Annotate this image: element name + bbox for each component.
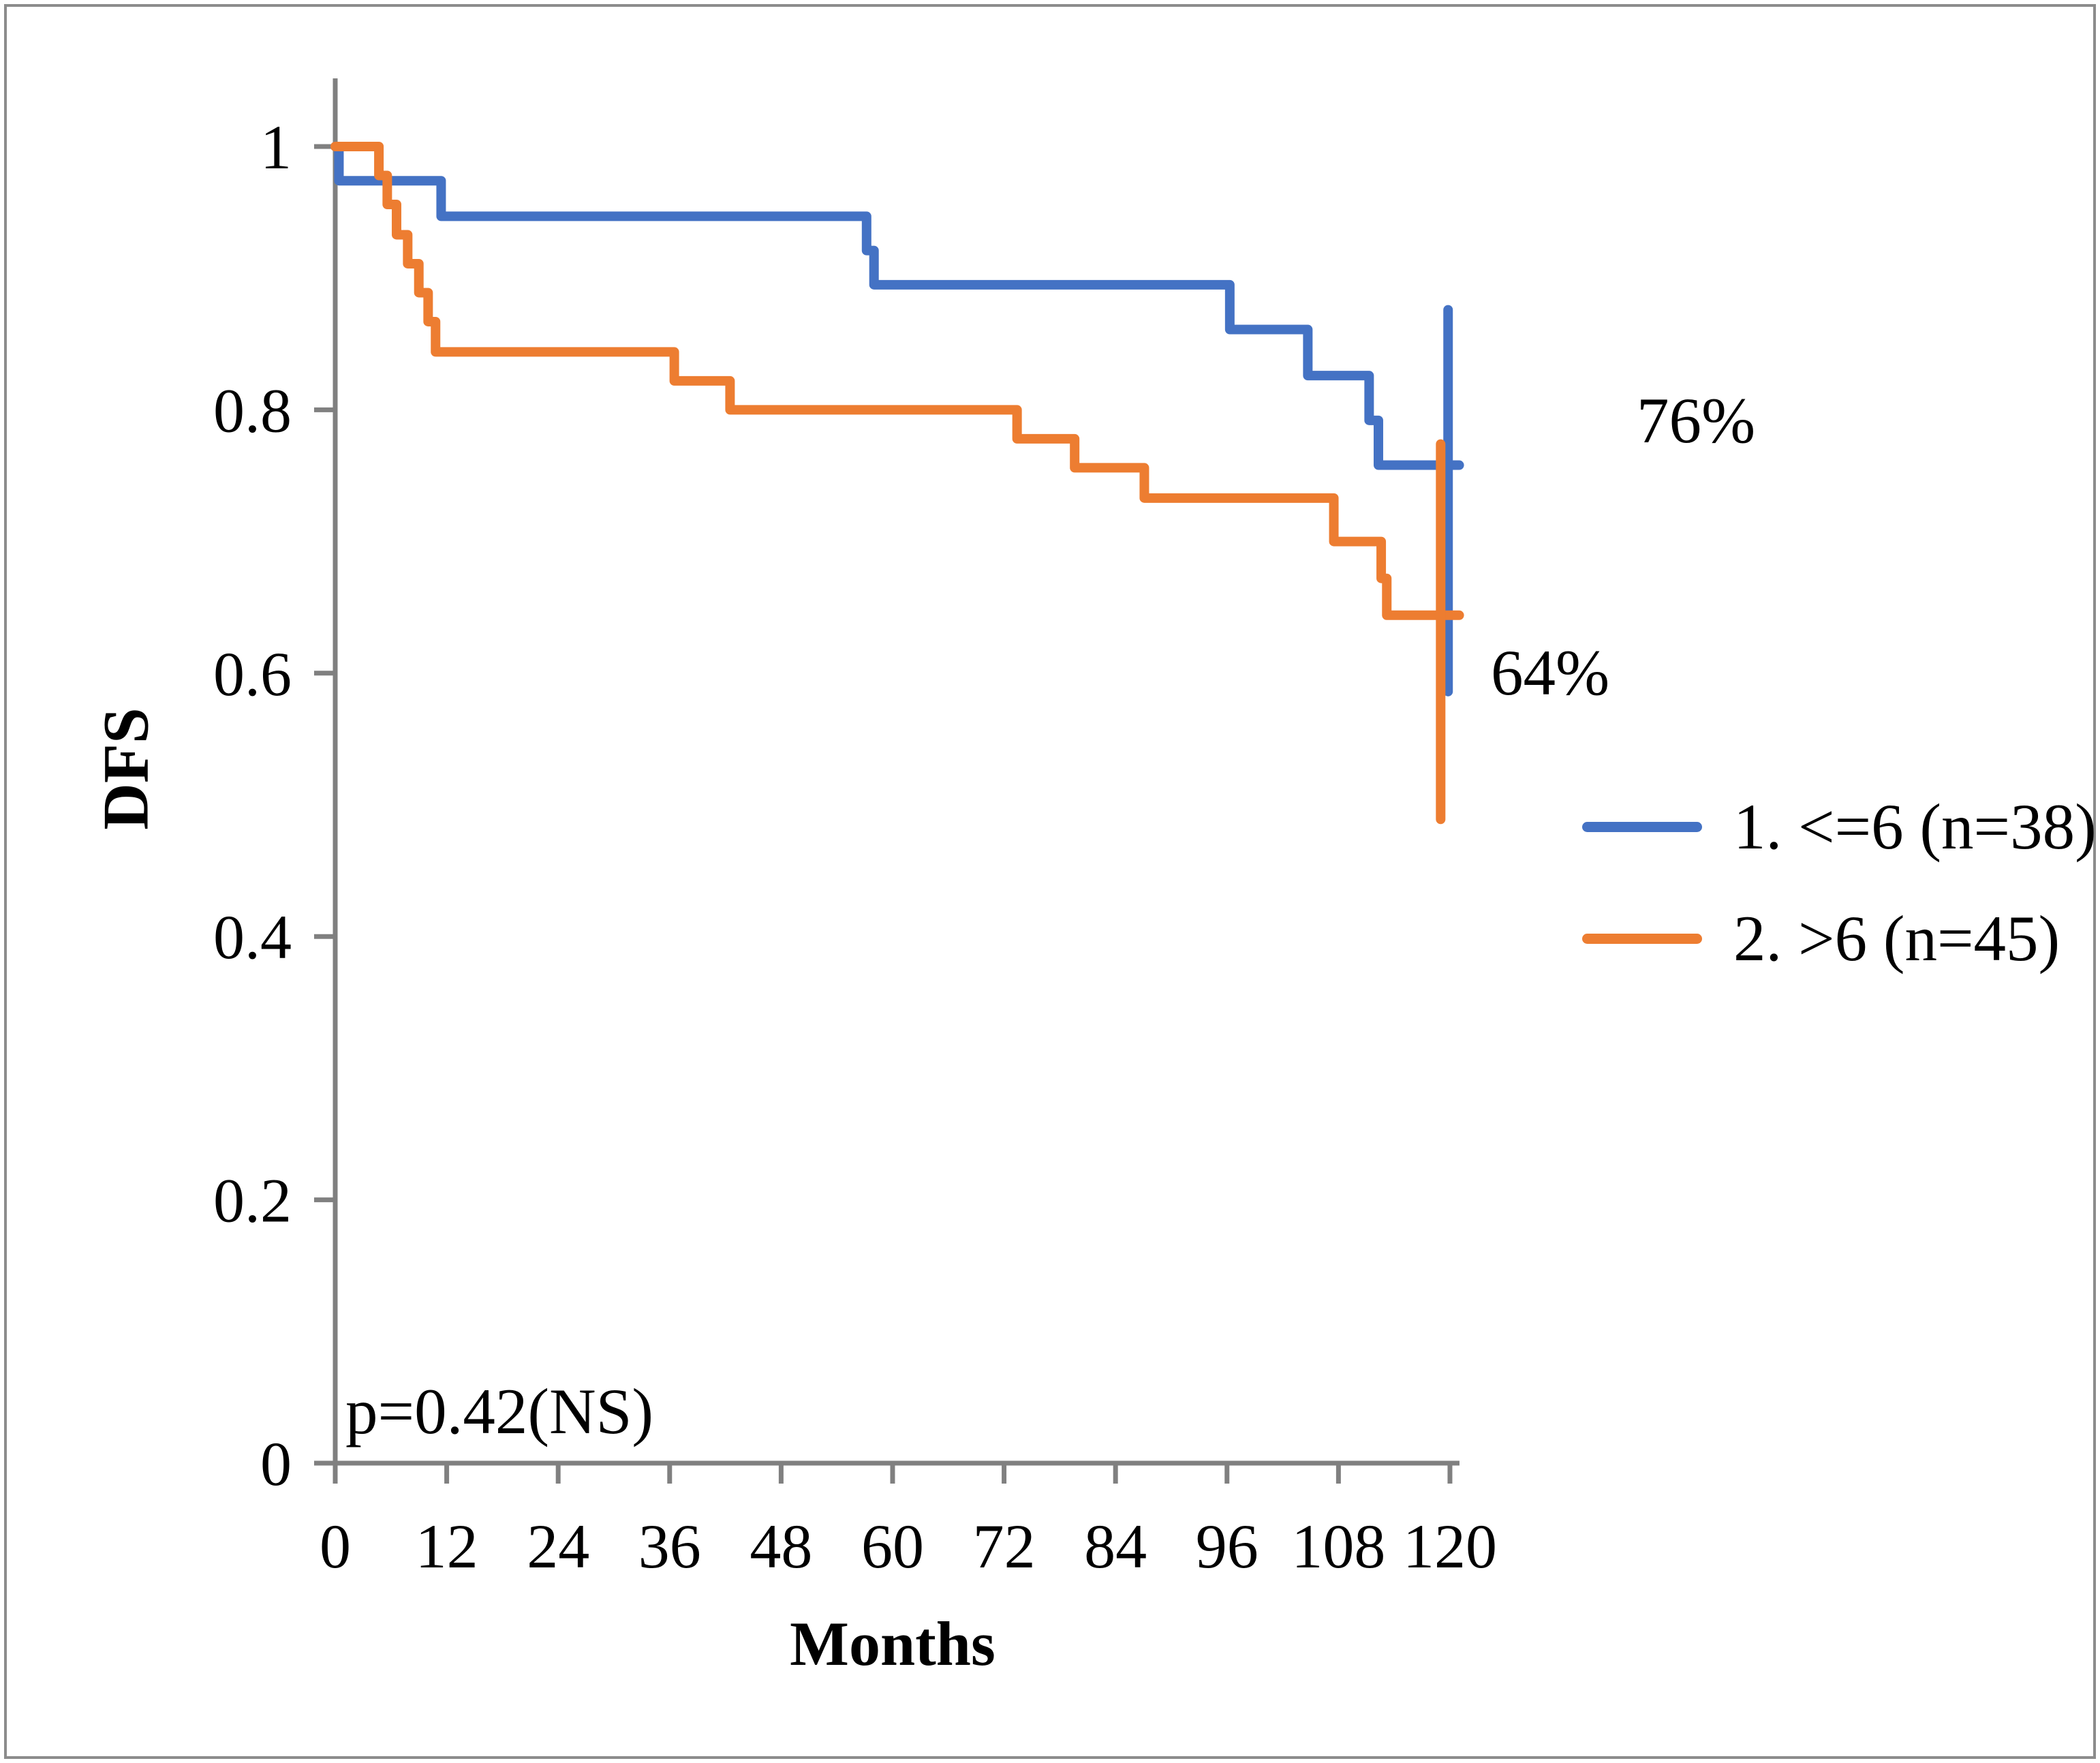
y-tick-label: 0.6 [213, 639, 292, 709]
series-curve-le6 [330, 142, 1464, 470]
x-tick-label: 96 [1196, 1512, 1259, 1581]
y-tick-label: 1 [260, 112, 292, 182]
x-tick-label: 60 [861, 1512, 924, 1581]
y-axis-title: DFS [89, 707, 161, 829]
series-curve-gt6 [330, 142, 1464, 620]
y-tick-label: 0.4 [213, 902, 292, 972]
x-tick-label: 48 [750, 1512, 812, 1581]
p-value-annotation: p=0.42(NS) [345, 1375, 654, 1447]
y-tick-label: 0.2 [213, 1166, 292, 1236]
x-tick-label: 12 [416, 1512, 478, 1581]
blue-end-percent-label: 76% [1637, 384, 1756, 457]
x-tick-label: 108 [1291, 1512, 1385, 1581]
figure-border [4, 4, 2096, 1759]
legend-label-le6: 1. <=6 (n=38) [1733, 791, 2097, 863]
orange-end-percent-label: 64% [1491, 637, 1610, 709]
legend-swatch-le6 [1582, 821, 1702, 832]
x-tick-label: 120 [1403, 1512, 1497, 1581]
y-tick-label: 0 [260, 1429, 292, 1499]
legend-item-le6: 1. <=6 (n=38) [1582, 776, 2097, 878]
x-tick-label: 0 [320, 1512, 351, 1581]
x-tick-label: 72 [973, 1512, 1036, 1581]
x-tick-label: 24 [527, 1512, 589, 1581]
legend-swatch-gt6 [1582, 933, 1702, 944]
y-tick-label: 0.8 [213, 375, 292, 445]
x-tick-label: 36 [638, 1512, 701, 1581]
x-axis-title: Months [790, 1609, 995, 1678]
legend: 1. <=6 (n=38) 2. >6 (n=45) [1582, 776, 2097, 990]
x-tick-label: 84 [1084, 1512, 1147, 1581]
legend-item-gt6: 2. >6 (n=45) [1582, 887, 2097, 990]
legend-label-gt6: 2. >6 (n=45) [1733, 902, 2060, 975]
